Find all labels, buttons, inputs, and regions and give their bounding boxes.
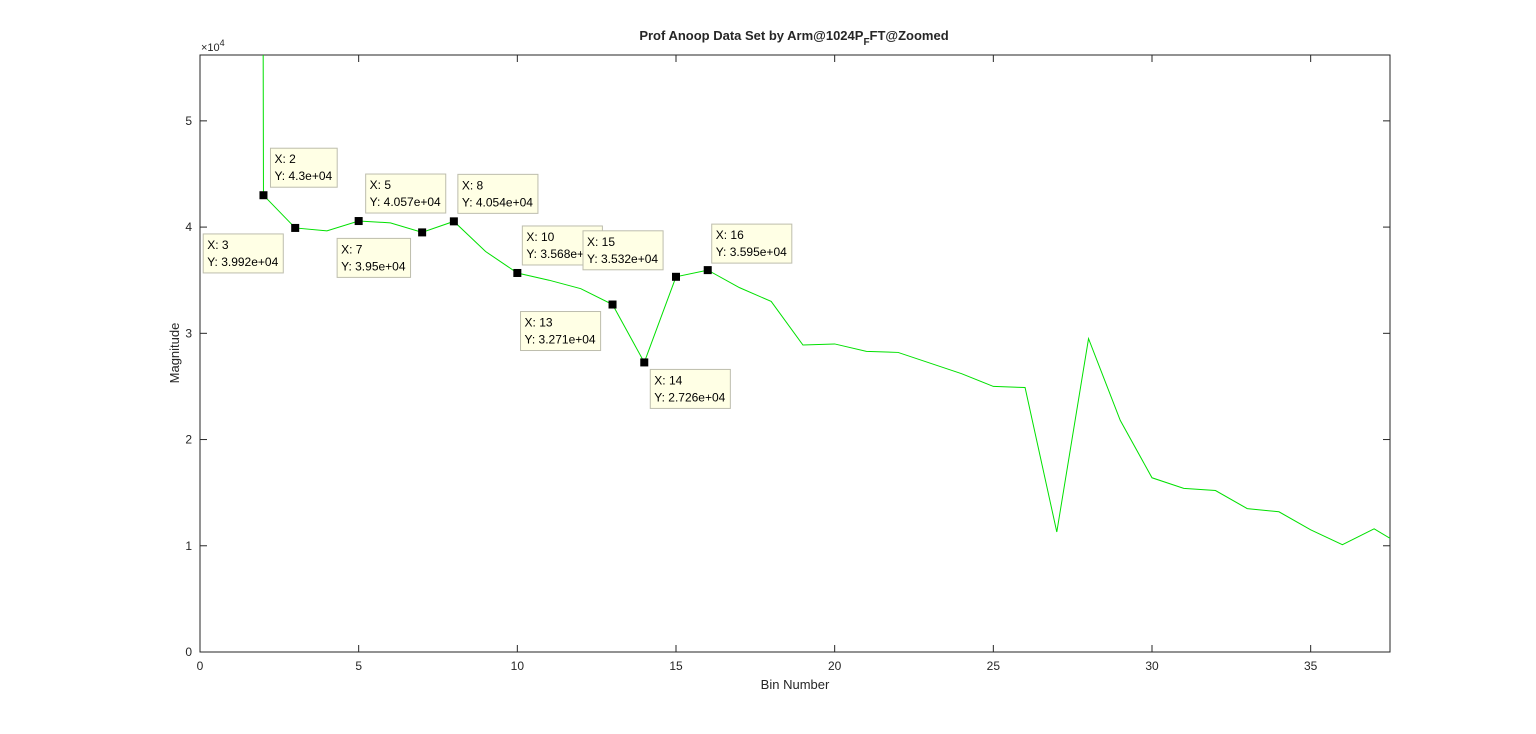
y-tick-label: 0 [185, 645, 192, 659]
title-part: FT@Zoomed [870, 28, 949, 43]
datatip-text: X: 15 [587, 235, 615, 249]
datatip: X: 13 Y: 3.271e+04 [520, 311, 602, 352]
y-tick-label: 3 [185, 326, 192, 340]
y-tick-label: 2 [185, 433, 192, 447]
datatip: X: 5 Y: 4.057e+04 [365, 173, 447, 214]
x-tick-label: 30 [1145, 659, 1159, 673]
datatip-text: Y: 3.595e+04 [716, 245, 787, 259]
datatip-text: X: 2 [274, 152, 296, 166]
datatip-text: Y: 4.054e+04 [462, 195, 533, 209]
datatip-text: X: 8 [462, 178, 484, 192]
datatip-marker [703, 266, 712, 275]
datatip-text: X: 16 [716, 228, 744, 242]
datatip-marker [291, 223, 300, 232]
title-part: Prof Anoop Data Set by Arm@1024P [639, 28, 863, 43]
x-tick-label: 20 [828, 659, 842, 673]
x-tick-label: 0 [197, 659, 204, 673]
datatip-marker [640, 358, 649, 367]
plot-area [199, 54, 1391, 653]
x-tick-label: 5 [355, 659, 362, 673]
data-line [262, 55, 1390, 546]
datatip-box [202, 233, 284, 274]
x-tick-label: 15 [669, 659, 683, 673]
datatip: X: 3 Y: 3.992e+04 [202, 233, 284, 274]
y-tick-label: 1 [185, 539, 192, 553]
datatip: X: 16 Y: 3.595e+04 [711, 223, 793, 264]
datatip-text: Y: 3.95e+04 [341, 259, 406, 273]
x-tick-label: 10 [511, 659, 525, 673]
datatip-marker [513, 268, 522, 277]
datatip: X: 15 Y: 3.532e+04 [582, 230, 664, 271]
datatip-text: Y: 3.532e+04 [587, 252, 658, 266]
title-subscript: F [863, 37, 869, 48]
datatip-text: X: 7 [341, 242, 363, 256]
datatip-text: Y: 4.057e+04 [370, 195, 441, 209]
datatip-text: Y: 2.726e+04 [654, 390, 725, 404]
y-axis-label: Magnitude [167, 323, 182, 384]
y-tick-label: 5 [185, 114, 192, 128]
datatip-text: Y: 3.271e+04 [525, 333, 596, 347]
multiplier-base: ×10 [201, 42, 220, 54]
datatip-text: X: 13 [525, 316, 553, 330]
multiplier-exponent: 4 [220, 38, 225, 48]
datatip-text: Y: 4.3e+04 [274, 169, 332, 183]
x-tick-label: 25 [987, 659, 1001, 673]
datatip: X: 2 Y: 4.3e+04 [269, 147, 338, 188]
datatip-marker [259, 191, 268, 200]
datatip-box [457, 173, 539, 214]
datatip: X: 7 Y: 3.95e+04 [336, 237, 412, 278]
datatip-text: X: 5 [370, 178, 392, 192]
datatip-box [520, 311, 602, 352]
chart-title: Prof Anoop Data Set by Arm@1024PFFT@Zoom… [639, 28, 948, 48]
datatip-text: X: 10 [526, 230, 554, 244]
datatip-marker [672, 272, 680, 281]
datatip-box [365, 173, 447, 214]
datatip-text: Y: 3.568e+04 [526, 247, 597, 261]
datatip-marker [449, 217, 458, 226]
y-tick-label: 4 [185, 220, 192, 234]
datatip: X: 14 Y: 2.726e+04 [649, 368, 731, 409]
datatip-box [336, 237, 412, 278]
datatip-marker [418, 228, 427, 237]
datatip: X: 8 Y: 4.054e+04 [457, 173, 539, 214]
datatip-box [582, 230, 664, 271]
datatip-text: Y: 3.992e+04 [207, 255, 278, 269]
y-multiplier: ×104 [201, 38, 225, 54]
datatip-marker [354, 217, 363, 226]
datatip-box [649, 368, 731, 409]
datatip-box [711, 223, 793, 264]
datatip-text: X: 3 [207, 238, 229, 252]
datatip-text: X: 14 [654, 373, 682, 387]
datatip-marker [608, 300, 617, 309]
x-tick-label: 35 [1304, 659, 1318, 673]
datatip-box [269, 147, 338, 188]
x-axis-label: Bin Number [761, 677, 830, 692]
